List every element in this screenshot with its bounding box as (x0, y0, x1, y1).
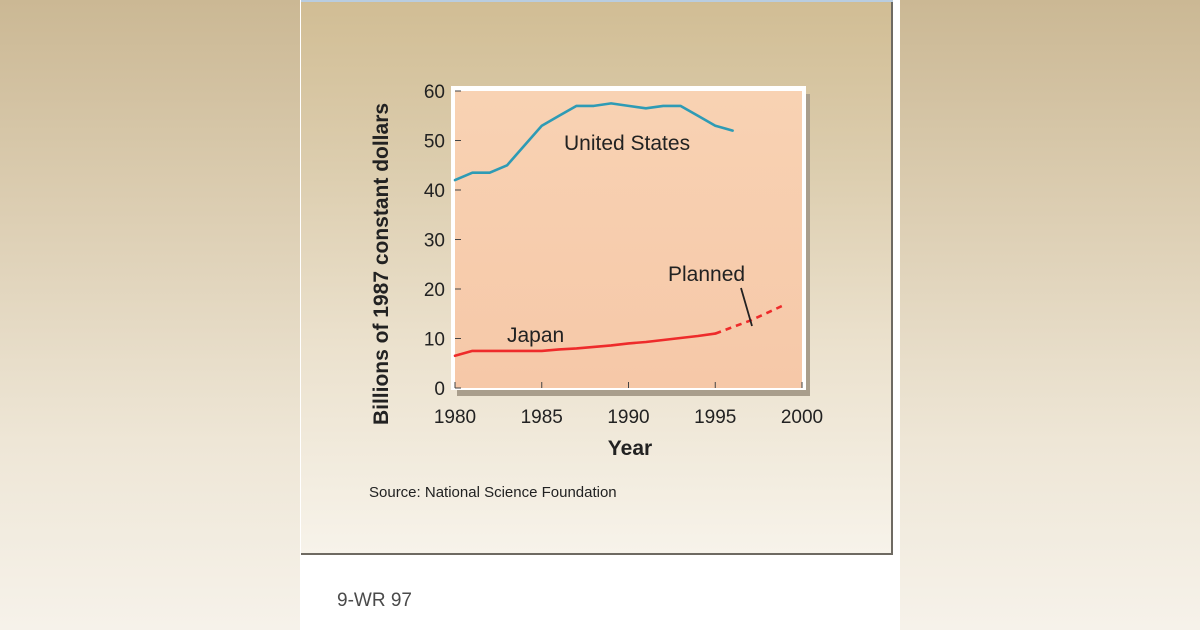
source-note: Source: National Science Foundation (369, 484, 617, 501)
y-tick-label: 10 (424, 330, 445, 351)
annotation-united-states: United States (564, 132, 690, 155)
x-tick-label: 1980 (434, 407, 476, 428)
x-tick-label: 1990 (607, 407, 649, 428)
x-axis: 1980 1985 1990 1995 2000 (434, 382, 823, 428)
planned-pointer (740, 287, 753, 327)
y-axis: 0 10 20 30 40 50 60 (424, 82, 461, 400)
y-tick-label: 50 (424, 132, 445, 153)
background-right (900, 0, 1200, 630)
series-line-japan (453, 332, 717, 358)
y-tick-label: 20 (424, 280, 445, 301)
x-tick-label: 1985 (521, 407, 563, 428)
y-tick-label: 40 (424, 181, 445, 202)
y-tick-label: 60 (424, 82, 445, 103)
x-tick-label: 1995 (694, 407, 736, 428)
x-tick-label: 2000 (781, 407, 823, 428)
y-tick-label: 0 (434, 379, 445, 400)
y-tick-label: 30 (424, 231, 445, 252)
y-axis-title: Billions of 1987 constant dollars (370, 103, 393, 425)
figure-id: 9-WR 97 (337, 590, 412, 611)
series-line-united-states (453, 102, 734, 182)
plot-area (455, 91, 802, 388)
annotation-japan: Japan (507, 324, 564, 347)
background-left (0, 0, 300, 630)
top-rule (301, 0, 893, 2)
annotation-planned: Planned (668, 263, 745, 286)
x-axis-title: Year (608, 437, 652, 460)
